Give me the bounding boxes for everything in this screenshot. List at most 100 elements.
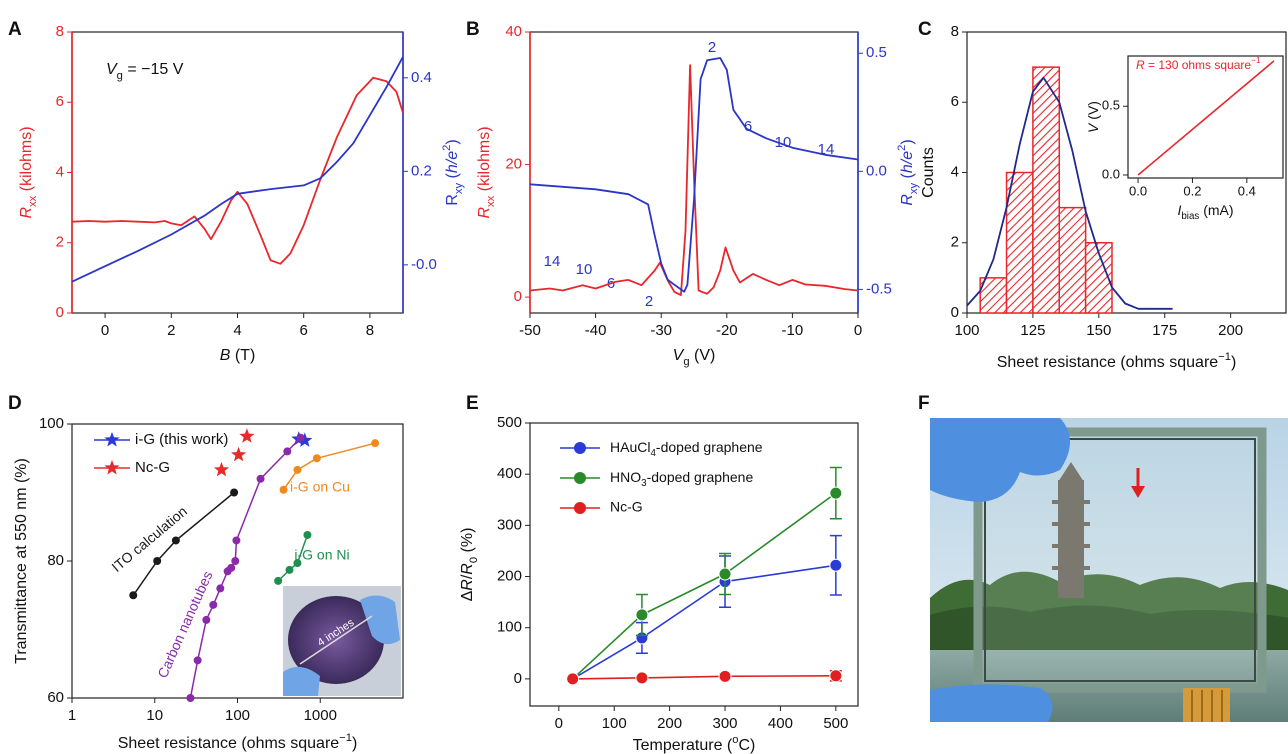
data-line — [71, 56, 404, 283]
text-part: xx — [485, 195, 497, 207]
y-tick-label: 300 — [497, 516, 522, 533]
annotation: 2 — [708, 39, 716, 56]
x-tick-label: 0.4 — [1238, 183, 1256, 198]
x-tick-label: 150 — [1086, 322, 1111, 339]
y2-tick-label: -0.5 — [866, 280, 892, 297]
panel-label: D — [8, 393, 22, 414]
y-tick-label: 60 — [47, 689, 64, 706]
panel-label: E — [466, 393, 479, 414]
annotation: 2 — [645, 293, 653, 310]
x-tick-label: -50 — [519, 322, 541, 339]
y-tick-label: 100 — [39, 415, 64, 432]
text-part: R — [459, 579, 476, 591]
x-tick-label: -10 — [782, 322, 804, 339]
text-part: R — [18, 207, 35, 219]
text-part: (%) — [459, 528, 476, 557]
data-line — [529, 57, 859, 293]
y2-tick-label: 0.0 — [866, 162, 887, 179]
y-tick-label: 6 — [56, 93, 64, 110]
text-part: −1 — [339, 732, 352, 744]
text-part: ) — [352, 735, 357, 752]
text-part: ( — [899, 172, 916, 182]
text-part: 3 — [641, 478, 647, 489]
y-tick-label: 2 — [56, 234, 64, 251]
x-tick-label: 100 — [225, 707, 250, 724]
legend-label: i-G (this work) — [135, 431, 228, 448]
y-tick-label: 0 — [951, 304, 959, 321]
plot-frame — [529, 422, 859, 707]
y-tick-label: 6 — [951, 93, 959, 110]
x-tick-label: 2 — [167, 322, 175, 339]
y2-tick-label: 0.5 — [866, 44, 887, 61]
point — [209, 600, 218, 609]
annotation: Vg = −15 V — [106, 61, 184, 82]
panel-label: C — [918, 19, 932, 40]
data-line — [71, 76, 404, 265]
point — [635, 671, 649, 685]
x-tick-label: 0.0 — [1129, 183, 1147, 198]
series-line — [277, 534, 309, 582]
point — [227, 563, 236, 572]
x-axis-label: Sheet resistance (ohms square−1) — [118, 732, 358, 752]
series-label: Carbon nanotubes — [154, 569, 215, 681]
point — [285, 565, 294, 574]
y2-axis-label: Rxy (h/e2) — [441, 139, 465, 205]
panel-label: A — [8, 19, 22, 40]
point — [635, 608, 649, 622]
data-line — [529, 64, 859, 296]
text-part: ) — [1231, 354, 1236, 371]
x-tick-label: 0 — [854, 322, 862, 339]
text-part: h/e — [444, 151, 461, 173]
x-tick-label: 0 — [101, 322, 109, 339]
text-part: R — [459, 563, 476, 575]
y-tick-label: 400 — [497, 465, 522, 482]
y-axis-label: Transmittance at 550 nm (%) — [13, 458, 30, 664]
point — [829, 558, 843, 572]
series-line — [572, 564, 836, 680]
point — [186, 694, 195, 702]
text-part: C) — [738, 737, 755, 754]
text-part: -doped graphene — [656, 439, 763, 455]
iv-line — [1137, 60, 1275, 176]
series-line — [572, 675, 836, 680]
inset-area — [1128, 56, 1283, 178]
text-part: (T) — [230, 347, 255, 364]
legend-marker — [574, 442, 586, 454]
x-tick-label: 8 — [366, 322, 374, 339]
hist-bar — [979, 277, 1008, 314]
star-point — [239, 428, 255, 443]
x-tick-label: 4 — [233, 322, 241, 339]
text-part: R — [476, 207, 493, 219]
y-tick-label: 0 — [56, 304, 64, 321]
star-point — [231, 446, 247, 462]
series-label: i-G on Cu — [290, 479, 350, 495]
plot-frame — [1127, 55, 1284, 179]
y-tick-label: 8 — [56, 23, 64, 40]
star-point — [297, 432, 313, 447]
point — [129, 591, 138, 600]
star-point — [213, 461, 230, 477]
annotation: 10 — [576, 261, 593, 278]
y-axis-label: ΔR/R0 (%) — [459, 528, 480, 602]
point — [303, 530, 312, 539]
fit-line — [966, 76, 1173, 310]
x-tick-label: 200 — [1218, 322, 1243, 339]
y-tick-label: 100 — [497, 619, 522, 636]
y-tick-label: 8 — [951, 23, 959, 40]
legend-label: Nc-G — [610, 499, 643, 515]
point — [371, 439, 380, 448]
text-part: xy — [908, 183, 920, 195]
photo — [930, 418, 1288, 722]
text-part: ) — [444, 139, 461, 144]
y-axis-label: Counts — [920, 147, 937, 198]
legend-star — [104, 432, 120, 447]
text-part: bias — [1181, 211, 1199, 222]
point — [171, 536, 180, 545]
y-axis-label: Rxx (kilohms) — [18, 126, 39, 218]
y2-tick-label: 0.2 — [411, 162, 432, 179]
x-tick-label: -40 — [585, 322, 607, 339]
inset-photo: 4 inches — [283, 586, 401, 696]
text-part: V — [1085, 122, 1101, 133]
